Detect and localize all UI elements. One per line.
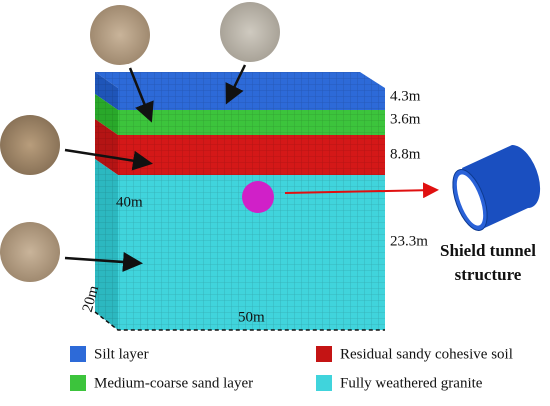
legend-swatch [70, 375, 86, 391]
model-box [94, 72, 385, 331]
legend-label: Silt layer [94, 346, 149, 362]
legend: Silt layer Medium-coarse sand layer Resi… [70, 346, 513, 391]
thickness-label: 8.8m [390, 146, 421, 162]
legend-swatch [316, 346, 332, 362]
width-label: 20m [80, 284, 102, 314]
length-label: 50m [238, 309, 265, 325]
thickness-label: 3.6m [390, 111, 421, 127]
legend-label: Residual sandy cohesive soil [340, 346, 513, 362]
tunnel-arrow [284, 182, 439, 199]
legend-swatch [316, 375, 332, 391]
soil-photos [0, 2, 280, 282]
legend-swatch [70, 346, 86, 362]
tunnel-label: Shield tunnel [440, 241, 536, 260]
legend-label: Medium-coarse sand layer [94, 375, 253, 391]
thickness-label: 4.3m [390, 88, 421, 104]
thickness-label: 23.3m [390, 233, 428, 249]
tunnel-label: structure [455, 265, 522, 284]
tunnel-icon [452, 144, 541, 231]
pointer-arrows [64, 64, 247, 272]
legend-label: Fully weathered granite [340, 375, 483, 391]
height-label: 40m [116, 194, 143, 210]
